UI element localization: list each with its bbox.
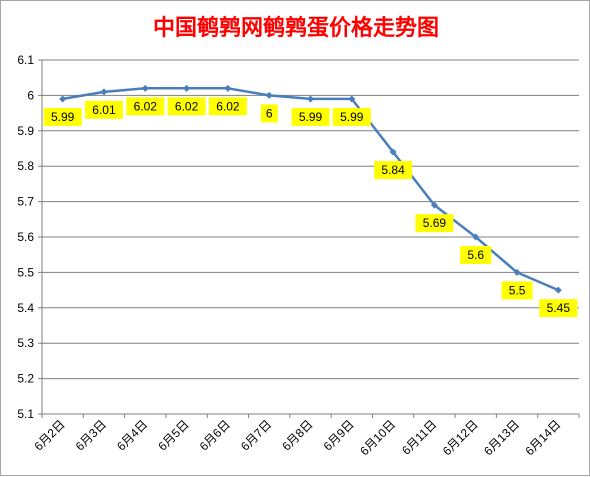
data-label-text: 6.02 [175,99,199,113]
data-label-background [126,97,165,116]
data-point [100,88,108,96]
x-tick-label: 6月7日 [238,417,274,453]
x-tick-label: 6月8日 [279,417,315,453]
data-label-text: 6.01 [92,103,116,117]
data-label: 5.99 [332,107,371,126]
data-label: 6.02 [208,97,247,116]
x-tick-label: 6月2日 [31,417,67,453]
data-label: 5.5 [501,281,533,300]
axes [38,59,580,418]
series [59,84,562,294]
data-point [183,84,191,92]
x-tick-label: 6月14日 [522,417,563,458]
data-label-text: 5.5 [509,283,526,297]
data-label: 5.84 [374,161,413,180]
y-tick-label: 5.8 [17,159,34,173]
y-tick-label: 5.2 [17,372,34,386]
x-tick-label: 6月6日 [197,417,233,453]
data-label-background [415,214,454,233]
data-label-background [501,281,533,300]
data-label: 5.6 [460,246,492,264]
x-tick-label: 6月11日 [399,417,439,457]
x-tick-label: 6月4日 [114,417,150,453]
data-label-background [84,100,123,119]
data-point [307,95,314,103]
data-label-text: 5.99 [51,110,75,124]
data-point [472,233,480,241]
data-label: 6.02 [167,97,206,116]
data-label-background [260,104,278,123]
data-label-text: 5.99 [299,110,323,124]
data-label: 6.01 [84,100,123,119]
data-point [59,95,67,103]
x-axis-ticks: 6月2日 6月3日 6月4日 6月5日 6月6日 6月7日 6月8日 6月9日 6月10日 6月1… [31,417,563,458]
x-tick-label: 6月12日 [440,417,481,458]
data-label-background [291,107,330,126]
data-label: 5.99 [43,107,82,126]
data-label-text: 5.69 [423,216,447,230]
data-point [141,84,149,92]
data-label-background [332,107,371,126]
data-point [265,91,273,99]
data-label-text: 6.02 [216,99,240,113]
data-point [389,148,397,156]
y-tick-label: 5.5 [17,265,34,279]
data-label-background [374,161,413,180]
x-tick-label: 6月13日 [481,417,522,458]
y-tick-label: 5.7 [17,195,34,209]
data-label-background [167,97,206,116]
data-label-background [539,299,578,318]
data-label-text: 5.99 [340,110,364,124]
y-axis-ticks: 5.1 5.2 5.3 5.4 5.5 5.6 5.7 5.8 5.9 6 6.1 [17,53,34,421]
data-point [348,95,356,103]
data-label-text: 6 [266,106,273,120]
y-tick-label: 6.1 [17,53,34,67]
data-label: 6 [260,104,278,123]
y-tick-label: 5.1 [17,407,34,421]
x-tick-label: 6月10日 [357,417,398,458]
data-label: 5.69 [415,214,454,233]
data-point [430,201,438,209]
data-point [554,286,562,294]
data-label-text: 5.84 [381,163,405,177]
y-tick-label: 5.9 [17,124,34,138]
data-label-background [208,97,247,116]
x-tick-label: 6月3日 [73,417,109,453]
y-tick-label: 5.6 [17,230,34,244]
gridlines [42,59,579,415]
chart-title: 中国鹌鹑网鹌鹑蛋价格走势图 [153,15,439,41]
data-label: 6.02 [126,97,165,116]
data-label-text: 5.45 [547,301,571,315]
data-label: 5.45 [539,299,578,318]
data-label-text: 5.6 [467,248,484,262]
y-tick-label: 5.3 [17,336,34,350]
data-label-background [43,107,82,126]
x-tick-label: 6月9日 [321,417,357,453]
data-label-background [460,246,492,264]
data-label: 5.99 [291,107,330,126]
data-point [224,84,232,92]
data-label-text: 6.02 [134,99,158,113]
data-labels: 5.99 6.01 6.02 6.02 6.02 6 5.99 5.99 5.84 5.69 5.6… [43,97,578,318]
data-point [513,268,521,276]
y-tick-label: 6 [27,88,34,102]
x-tick-label: 6月5日 [155,417,191,453]
y-tick-label: 5.4 [17,301,34,315]
